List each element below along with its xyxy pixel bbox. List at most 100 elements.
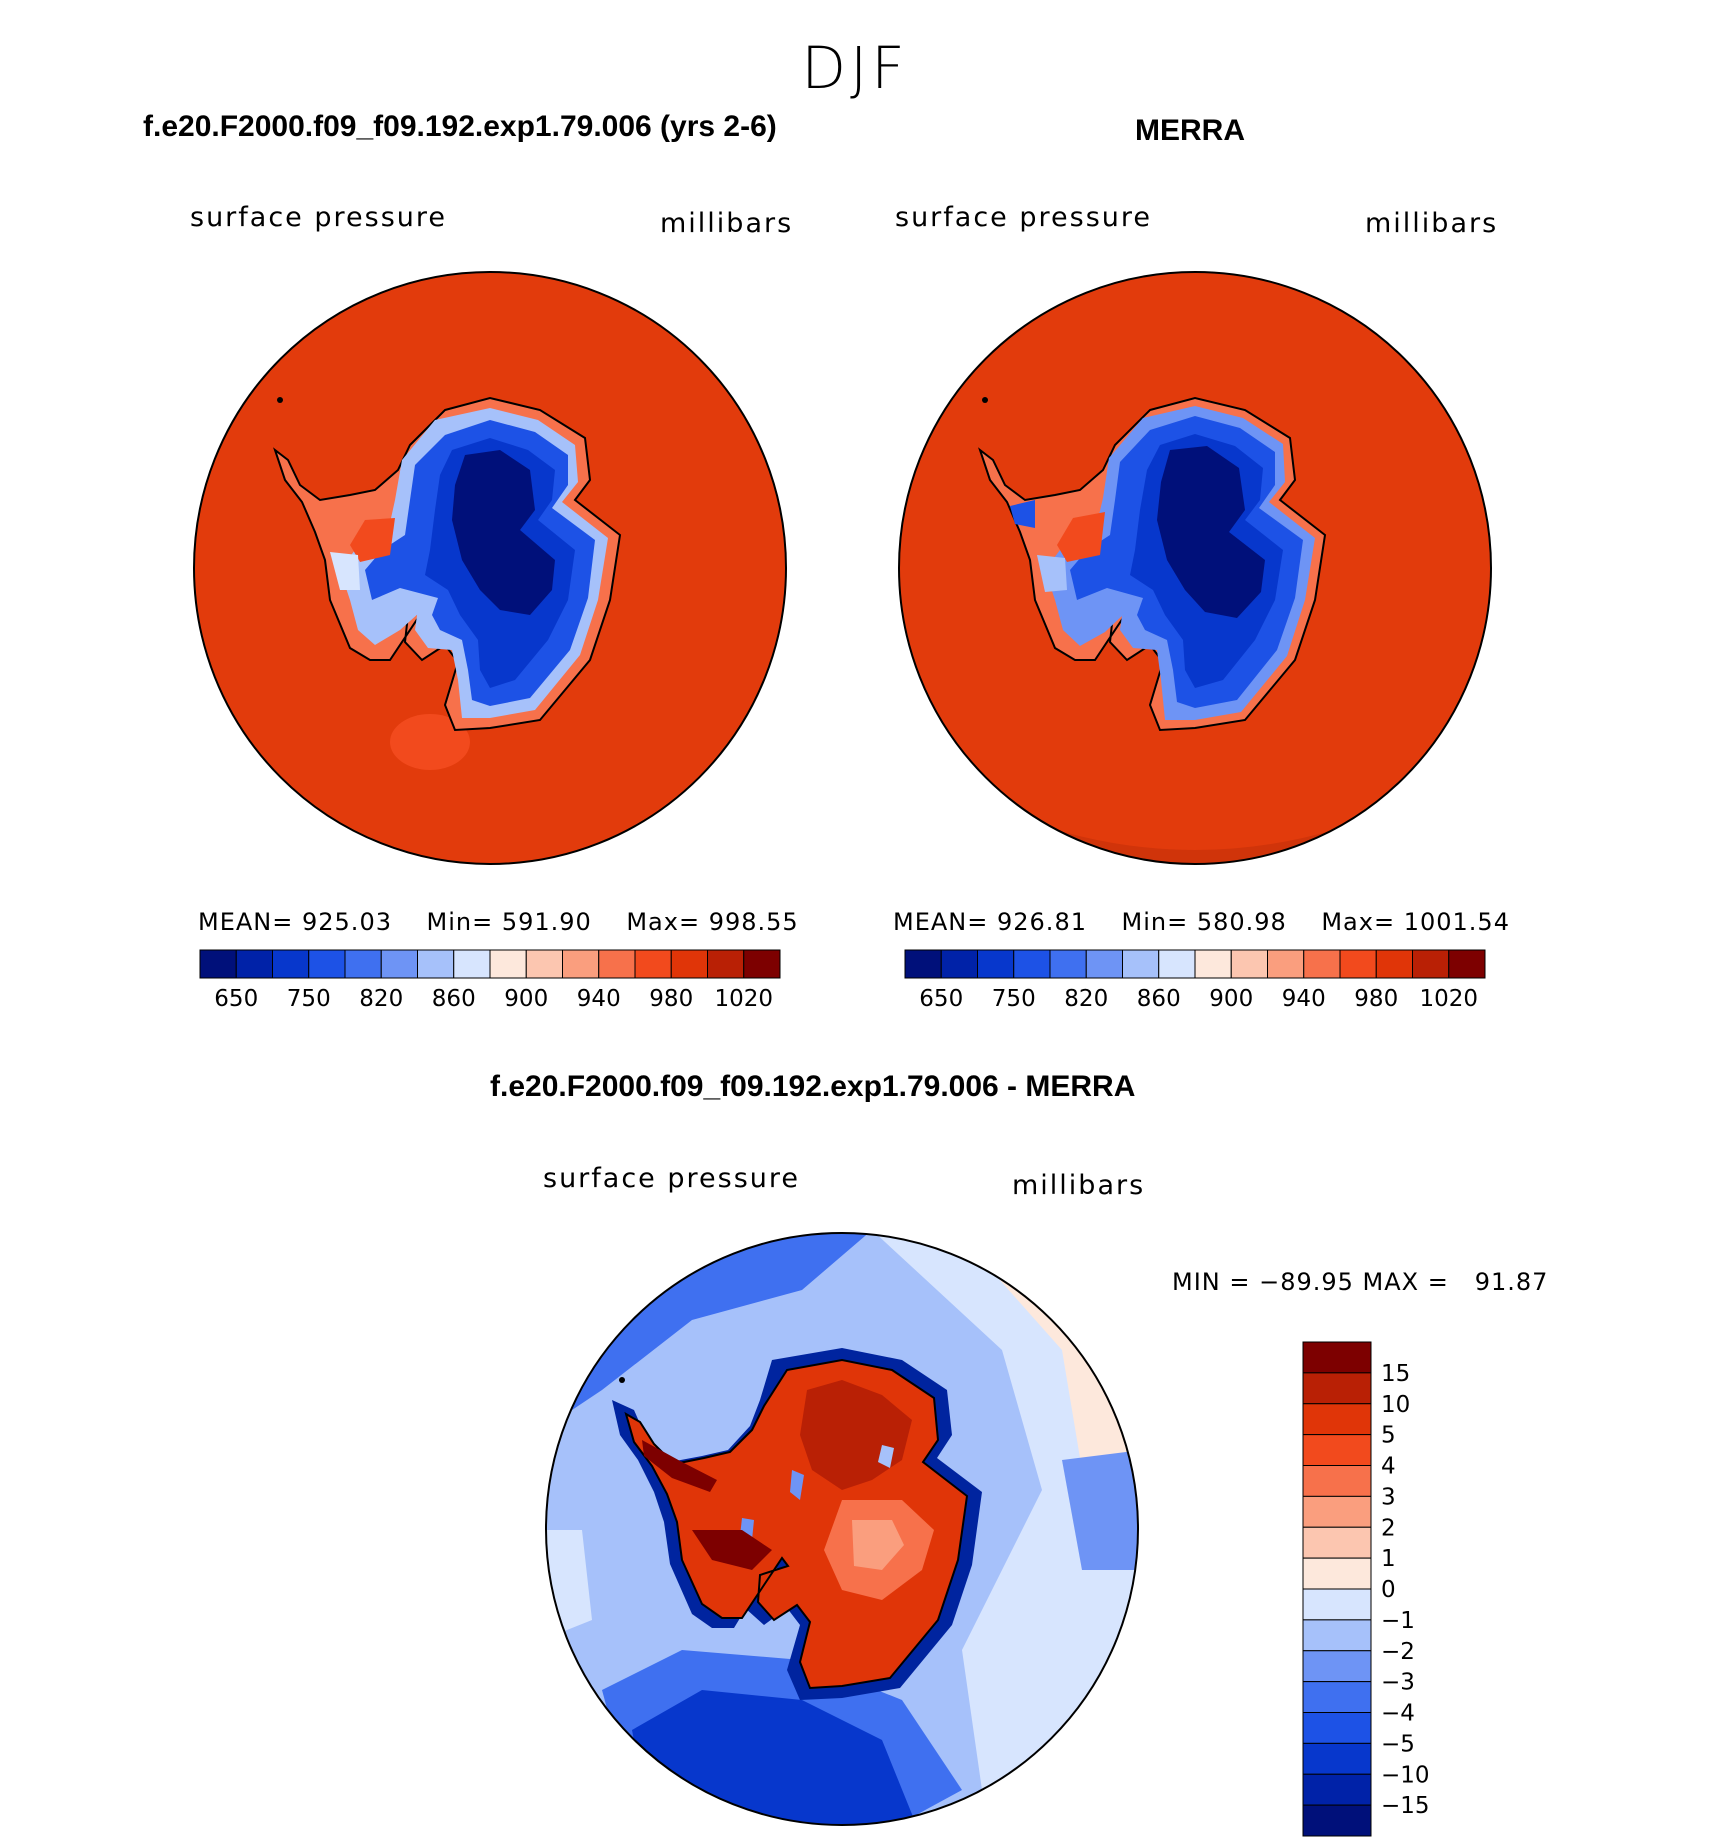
- diff-colorbar-tick-label: 0: [1381, 1577, 1396, 1603]
- diff-colorbar-swatch: [1302, 1557, 1372, 1590]
- diff-colorbar-swatch: [1302, 1495, 1372, 1528]
- diff-colorbar-tick-label: 10: [1381, 1392, 1410, 1418]
- model-colorbar-swatch: [417, 949, 455, 979]
- obs-max-label: Max=: [1321, 908, 1396, 936]
- model-polar-map: [193, 271, 787, 865]
- diff-colorbar-tick-label: 3: [1381, 1484, 1396, 1510]
- model-max-value: 998.55: [708, 908, 799, 936]
- diff-colorbar-swatch: [1302, 1681, 1372, 1713]
- diff-colorbar-tick-label: 1: [1381, 1546, 1396, 1572]
- model-colorbar-tick-label: 750: [287, 986, 331, 1012]
- diff-left-label: surface pressure: [543, 1163, 800, 1194]
- model-colorbar-swatch: [489, 949, 527, 979]
- obs-colorbar-swatch: [1375, 949, 1413, 979]
- model-colorbar-tick-label: 1020: [714, 986, 773, 1012]
- diff-colorbar-swatch: [1302, 1712, 1372, 1744]
- obs-colorbar-swatch: [1412, 949, 1450, 979]
- diff-colorbar-tick-label: 15: [1381, 1361, 1410, 1387]
- diff-polar-map: [545, 1232, 1139, 1826]
- model-colorbar-swatch: [598, 949, 636, 979]
- model-colorbar-swatch: [707, 949, 745, 979]
- diff-colorbar-tick-label: 5: [1381, 1423, 1396, 1449]
- model-min-value: 591.90: [501, 908, 592, 936]
- obs-max-value: 1001.54: [1403, 908, 1510, 936]
- diff-colorbar-tick-label: −2: [1381, 1639, 1415, 1665]
- obs-mean-label: MEAN=: [893, 908, 989, 936]
- obs-colorbar-swatch: [1267, 949, 1305, 979]
- obs-colorbar-swatch: [904, 949, 942, 979]
- diff-colorbar-tick-label: −15: [1381, 1793, 1430, 1819]
- model-colorbar-tick-label: 650: [214, 986, 258, 1012]
- obs-colorbar-tick-label: 980: [1354, 986, 1398, 1012]
- diff-colorbar-swatch: [1302, 1434, 1372, 1466]
- obs-colorbar-swatch: [1049, 949, 1087, 979]
- diff-colorbar-tick-label: −10: [1381, 1762, 1430, 1788]
- obs-colorbar-tick-label: 1020: [1419, 986, 1478, 1012]
- obs-colorbar-tick-label: 650: [919, 986, 963, 1012]
- model-colorbar-swatch: [562, 949, 600, 979]
- obs-mean-value: 926.81: [997, 908, 1087, 936]
- obs-colorbar-swatch: [1158, 949, 1196, 979]
- model-colorbar-swatch: [525, 949, 563, 979]
- diff-colorbar-swatch: [1302, 1403, 1372, 1436]
- model-colorbar-swatch: [344, 949, 382, 979]
- model-colorbar-swatch: [199, 949, 237, 979]
- diff-colorbar-swatch: [1302, 1650, 1372, 1683]
- diff-colorbar-swatch: [1302, 1526, 1372, 1559]
- model-colorbar-swatch: [743, 949, 781, 979]
- model-colorbar-swatch: [670, 949, 708, 979]
- obs-left-label: surface pressure: [895, 202, 1152, 233]
- obs-colorbar-swatch: [1339, 949, 1377, 979]
- model-colorbar-swatch: [308, 949, 346, 979]
- diff-colorbar-swatch: [1302, 1773, 1372, 1806]
- model-units-label: millibars: [660, 208, 794, 239]
- diff-colorbar-swatch: [1302, 1588, 1372, 1621]
- obs-panel-title: MERRA: [1135, 114, 1245, 147]
- diff-colorbar-tick-label: −1: [1381, 1608, 1415, 1634]
- obs-colorbar-swatch: [1448, 949, 1486, 979]
- obs-colorbar-swatch: [1085, 949, 1123, 979]
- obs-colorbar-tick-label: 820: [1064, 986, 1108, 1012]
- obs-colorbar-tick-label: 860: [1137, 986, 1181, 1012]
- model-max-label: Max=: [626, 908, 701, 936]
- diff-colorbar-tick-label: −3: [1381, 1670, 1415, 1696]
- obs-colorbar-swatch: [1303, 949, 1341, 979]
- model-ocean-anomaly: [390, 714, 470, 770]
- obs-colorbar-tick-label: 940: [1282, 986, 1326, 1012]
- model-panel-title: f.e20.F2000.f09_f09.192.exp1.79.006 (yrs…: [143, 110, 777, 143]
- diff-colorbar-swatch: [1302, 1341, 1372, 1374]
- obs-stats-line: MEAN= 926.81 Min= 580.98 Max= 1001.54: [893, 908, 1510, 936]
- model-colorbar: 650 750 820 860 900 940 980 1020: [199, 949, 781, 1012]
- model-mean-value: 925.03: [302, 908, 392, 936]
- diff-colorbar-swatch: [1302, 1372, 1372, 1405]
- model-colorbar-swatch: [634, 949, 672, 979]
- obs-colorbar-swatch: [1122, 949, 1160, 979]
- model-map-boundary: [193, 271, 787, 865]
- diff-units-label: millibars: [1012, 1170, 1146, 1201]
- obs-colorbar-swatch: [1013, 949, 1051, 979]
- model-colorbar-tick-label: 860: [432, 986, 476, 1012]
- figure-season-title: DJF: [801, 34, 909, 102]
- obs-units-label: millibars: [1365, 208, 1499, 239]
- obs-colorbar-tick-label: 900: [1209, 986, 1253, 1012]
- obs-colorbar-swatch: [977, 949, 1015, 979]
- model-left-label: surface pressure: [190, 202, 447, 233]
- model-min-label: Min=: [426, 908, 494, 936]
- model-colorbar-swatch: [235, 949, 273, 979]
- obs-colorbar: 650 750 820 860 900 940 980 1020: [904, 949, 1486, 1012]
- obs-colorbar-swatch: [1230, 949, 1268, 979]
- model-colorbar-tick-label: 900: [504, 986, 548, 1012]
- model-colorbar-tick-label: 980: [649, 986, 693, 1012]
- model-colorbar-tick-label: 940: [577, 986, 621, 1012]
- obs-min-label: Min=: [1121, 908, 1189, 936]
- diff-colorbar-tick-label: −4: [1381, 1701, 1415, 1727]
- diff-map-boundary: [545, 1232, 1139, 1826]
- model-stats-line: MEAN= 925.03 Min= 591.90 Max= 998.55: [198, 908, 799, 936]
- obs-min-value: 580.98: [1196, 908, 1287, 936]
- diff-min-max-stats: MIN = −89.95 MAX = 91.87: [1172, 1268, 1549, 1296]
- obs-colorbar-swatch: [940, 949, 978, 979]
- diff-colorbar-swatch: [1302, 1742, 1372, 1775]
- model-mean-label: MEAN=: [198, 908, 294, 936]
- obs-polar-map: [898, 271, 1492, 865]
